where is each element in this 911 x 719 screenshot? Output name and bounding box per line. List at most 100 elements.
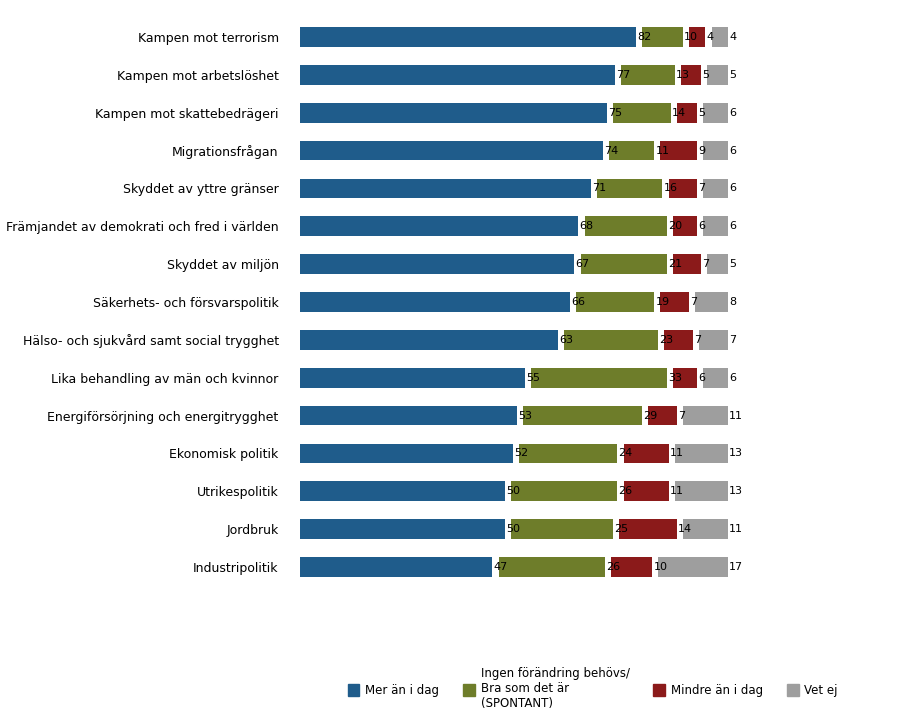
Bar — [612, 103, 670, 123]
Text: 5: 5 — [729, 259, 735, 269]
Bar — [300, 481, 504, 501]
Bar — [702, 178, 727, 198]
Text: 4: 4 — [729, 32, 735, 42]
Bar — [676, 103, 696, 123]
Bar — [660, 292, 689, 312]
Bar — [707, 255, 727, 274]
Text: 55: 55 — [526, 372, 540, 383]
Bar — [674, 481, 727, 501]
Text: 23: 23 — [659, 335, 673, 345]
Text: 17: 17 — [729, 562, 742, 572]
Bar — [531, 368, 666, 388]
Bar — [300, 519, 504, 539]
Text: 11: 11 — [729, 411, 742, 421]
Bar — [689, 27, 704, 47]
Bar — [300, 103, 607, 123]
Text: 13: 13 — [729, 486, 742, 496]
Text: 20: 20 — [667, 221, 681, 232]
Bar — [664, 330, 692, 349]
Bar — [584, 216, 666, 236]
Bar — [300, 292, 569, 312]
Text: 21: 21 — [667, 259, 681, 269]
Text: 4: 4 — [706, 32, 713, 42]
Bar — [300, 330, 558, 349]
Text: 11: 11 — [655, 146, 669, 155]
Text: 25: 25 — [614, 524, 628, 534]
Bar — [623, 481, 668, 501]
Text: 6: 6 — [729, 183, 735, 193]
Text: 7: 7 — [690, 297, 697, 307]
Text: 26: 26 — [618, 486, 632, 496]
Text: 5: 5 — [701, 70, 709, 80]
Bar — [707, 65, 727, 85]
Text: 53: 53 — [517, 411, 532, 421]
Bar — [658, 557, 727, 577]
Bar — [300, 178, 590, 198]
Bar — [523, 406, 641, 426]
Text: 13: 13 — [729, 449, 742, 458]
Text: 6: 6 — [729, 146, 735, 155]
Bar — [702, 216, 727, 236]
Text: 29: 29 — [642, 411, 657, 421]
Bar — [498, 557, 604, 577]
Bar — [300, 368, 525, 388]
Bar — [702, 368, 727, 388]
Bar — [623, 444, 668, 463]
Text: 14: 14 — [671, 108, 685, 118]
Text: 68: 68 — [579, 221, 593, 232]
Text: 52: 52 — [514, 449, 527, 458]
Bar — [674, 444, 727, 463]
Bar — [619, 519, 676, 539]
Bar — [672, 255, 701, 274]
Bar — [300, 255, 574, 274]
Bar — [660, 141, 696, 160]
Bar — [300, 557, 492, 577]
Text: 77: 77 — [616, 70, 630, 80]
Text: 6: 6 — [729, 221, 735, 232]
Text: 7: 7 — [701, 259, 709, 269]
Bar — [510, 481, 617, 501]
Text: 6: 6 — [729, 372, 735, 383]
Bar — [648, 406, 676, 426]
Text: 7: 7 — [698, 183, 705, 193]
Bar — [672, 368, 696, 388]
Text: 6: 6 — [729, 108, 735, 118]
Bar — [681, 65, 701, 85]
Bar — [300, 141, 602, 160]
Text: 7: 7 — [729, 335, 735, 345]
Text: 13: 13 — [675, 70, 689, 80]
Bar — [694, 292, 727, 312]
Bar — [682, 519, 727, 539]
Legend: Mer än i dag, Ingen förändring behövs/
Bra som det är
(SPONTANT), Mindre än i da: Mer än i dag, Ingen förändring behövs/ B… — [347, 667, 837, 710]
Bar — [300, 444, 512, 463]
Bar — [682, 406, 727, 426]
Text: 5: 5 — [729, 70, 735, 80]
Text: 50: 50 — [506, 524, 519, 534]
Bar — [564, 330, 658, 349]
Bar — [300, 65, 615, 85]
Text: 24: 24 — [618, 449, 632, 458]
Text: 66: 66 — [571, 297, 585, 307]
Bar — [300, 27, 635, 47]
Bar — [596, 178, 661, 198]
Text: 8: 8 — [729, 297, 735, 307]
Bar — [610, 557, 651, 577]
Text: 16: 16 — [663, 183, 677, 193]
Bar — [711, 27, 727, 47]
Text: 74: 74 — [604, 146, 618, 155]
Text: 50: 50 — [506, 486, 519, 496]
Text: 11: 11 — [669, 486, 683, 496]
Bar — [300, 216, 578, 236]
Text: 75: 75 — [608, 108, 622, 118]
Bar — [641, 27, 682, 47]
Bar — [699, 330, 727, 349]
Text: 11: 11 — [729, 524, 742, 534]
Text: 10: 10 — [683, 32, 697, 42]
Bar — [609, 141, 653, 160]
Bar — [580, 255, 666, 274]
Bar — [620, 65, 674, 85]
Bar — [702, 141, 727, 160]
Bar — [702, 103, 727, 123]
Text: 7: 7 — [693, 335, 701, 345]
Text: 5: 5 — [698, 108, 705, 118]
